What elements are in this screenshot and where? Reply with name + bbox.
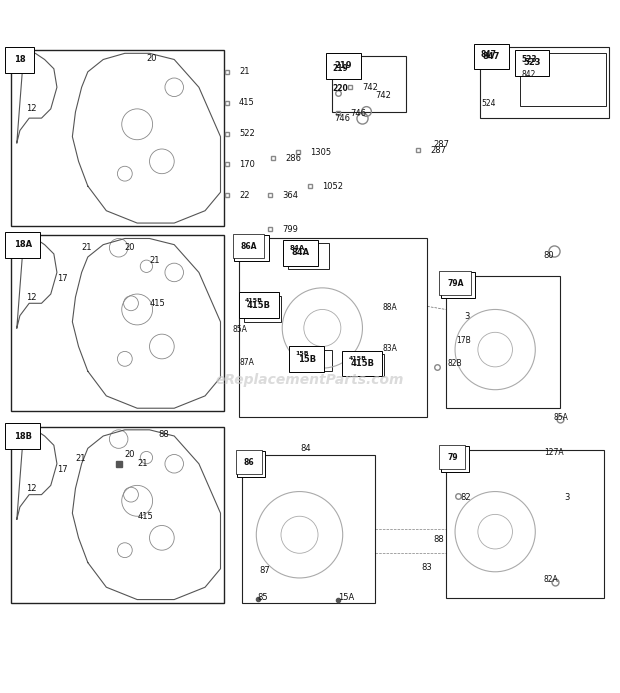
Text: 12: 12	[26, 105, 37, 114]
Text: 84A: 84A	[290, 245, 305, 252]
Text: 742: 742	[375, 91, 391, 100]
Text: 83A: 83A	[383, 344, 397, 353]
Text: 82A: 82A	[544, 575, 559, 584]
Text: 1305: 1305	[310, 148, 331, 157]
Text: 22: 22	[239, 191, 249, 200]
Text: 415B: 415B	[348, 356, 366, 361]
Text: eReplacementParts.com: eReplacementParts.com	[216, 374, 404, 387]
Text: 21: 21	[137, 459, 148, 468]
Text: 84A: 84A	[291, 248, 309, 257]
Text: 12: 12	[26, 292, 37, 301]
Text: 415: 415	[239, 98, 255, 107]
Text: 17: 17	[57, 466, 68, 475]
Text: 87: 87	[259, 566, 270, 575]
Text: 842: 842	[521, 71, 536, 80]
Text: 524: 524	[482, 99, 496, 108]
Text: 85A: 85A	[233, 325, 248, 334]
Text: 79A: 79A	[447, 279, 464, 288]
Text: 415B: 415B	[247, 301, 271, 310]
Text: 523: 523	[521, 55, 537, 64]
Text: 415B: 415B	[350, 359, 374, 368]
Text: 847: 847	[483, 52, 500, 61]
Text: 287: 287	[433, 139, 450, 148]
Text: 415: 415	[137, 511, 153, 520]
Text: 746: 746	[334, 114, 350, 123]
Text: 522: 522	[239, 129, 255, 138]
Text: 79: 79	[449, 455, 461, 464]
Text: 79: 79	[447, 453, 458, 462]
Text: 15A: 15A	[338, 593, 354, 602]
Text: 415: 415	[149, 299, 166, 308]
Text: 286: 286	[285, 154, 301, 163]
Text: 220: 220	[333, 84, 348, 93]
Text: 1052: 1052	[322, 182, 343, 191]
Text: 799: 799	[282, 225, 298, 234]
Text: 170: 170	[239, 160, 255, 169]
Text: 20: 20	[125, 450, 135, 459]
Text: 84: 84	[300, 444, 311, 453]
Text: 127A: 127A	[544, 448, 564, 457]
Text: 219: 219	[333, 64, 348, 73]
Text: 18B: 18B	[14, 432, 32, 441]
Text: 523: 523	[523, 58, 541, 67]
Text: 86: 86	[245, 459, 257, 468]
Text: 21: 21	[82, 243, 92, 252]
Text: 742: 742	[363, 82, 378, 91]
Text: 86A: 86A	[242, 243, 260, 252]
Text: 86: 86	[243, 457, 254, 466]
Text: 83: 83	[421, 563, 432, 572]
Text: 85A: 85A	[554, 413, 569, 422]
Text: 3: 3	[464, 313, 470, 322]
Text: 20: 20	[146, 54, 157, 63]
Text: 847: 847	[481, 50, 497, 59]
Text: 17: 17	[57, 274, 68, 283]
Text: 85: 85	[257, 593, 268, 602]
Text: 21: 21	[76, 455, 86, 464]
Text: 364: 364	[282, 191, 298, 200]
Text: 86A: 86A	[241, 242, 257, 251]
Text: 88: 88	[433, 534, 444, 543]
Text: 80: 80	[543, 251, 554, 260]
Text: 15B: 15B	[298, 355, 316, 364]
Text: 18A: 18A	[14, 240, 32, 249]
Text: 20: 20	[125, 243, 135, 252]
Text: 15B: 15B	[296, 351, 309, 356]
Text: 21: 21	[149, 256, 160, 265]
Text: 12: 12	[26, 484, 37, 493]
Text: 415B: 415B	[245, 298, 264, 303]
Text: 82B: 82B	[447, 359, 462, 368]
Text: 88A: 88A	[383, 303, 397, 312]
Text: 17B: 17B	[456, 336, 471, 345]
Text: 3: 3	[564, 493, 570, 502]
Text: 219: 219	[335, 62, 352, 71]
Text: 79A: 79A	[449, 281, 467, 290]
Text: 287: 287	[430, 146, 446, 155]
Text: 82: 82	[460, 493, 471, 502]
Text: 21: 21	[239, 67, 249, 76]
Text: 88: 88	[159, 430, 169, 439]
Text: 746: 746	[350, 109, 366, 118]
Text: 18: 18	[14, 55, 25, 64]
Text: 87A: 87A	[240, 358, 255, 367]
